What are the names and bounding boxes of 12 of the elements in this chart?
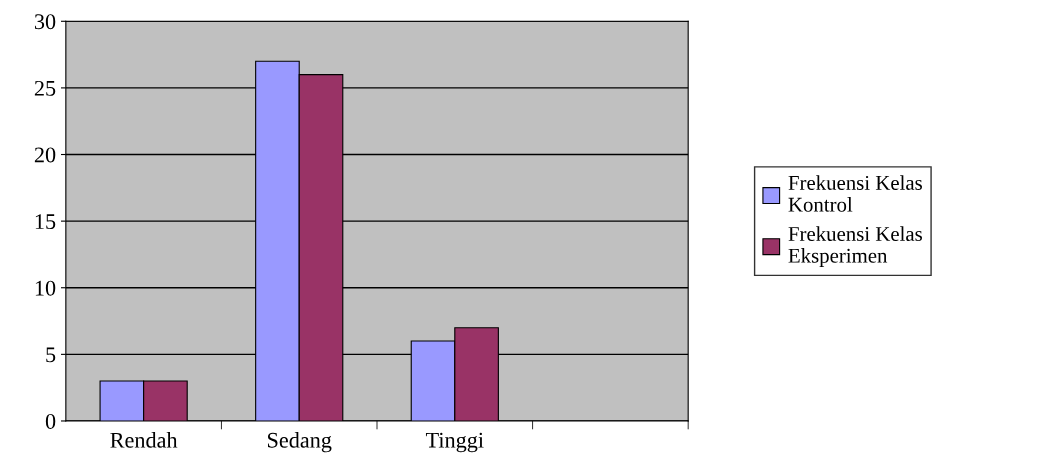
y-tick-label: 0 [45, 413, 56, 429]
y-tick-label: 5 [46, 347, 56, 363]
y-tick-label: 15 [35, 214, 56, 230]
y-tick-label: 25 [34, 80, 56, 96]
y-tick-label: 10 [35, 280, 56, 296]
legend-label: Frekuensi Kelas Kontrol [788, 175, 922, 212]
legend-label: Frekuensi Kelas Eksperimen [788, 226, 922, 268]
x-tick-label: Rendah [110, 432, 178, 448]
x-tick-label: Tinggi [425, 432, 484, 453]
y-tick-label: 20 [34, 147, 56, 163]
x-tick-label: Sedang [267, 432, 332, 453]
y-tick-label: 30 [34, 14, 56, 30]
